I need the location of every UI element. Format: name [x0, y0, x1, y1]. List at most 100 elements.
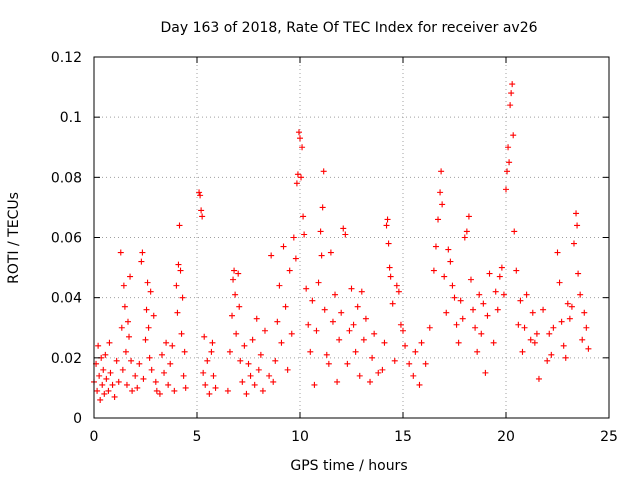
data-point	[383, 222, 390, 229]
data-point	[182, 384, 189, 391]
data-point	[395, 288, 402, 295]
data-point	[472, 324, 479, 331]
data-point	[329, 318, 336, 325]
data-point	[562, 354, 569, 361]
data-point	[451, 294, 458, 301]
data-point	[171, 387, 178, 394]
data-point	[467, 276, 474, 283]
data-point	[102, 351, 109, 358]
data-point	[480, 300, 487, 307]
data-point	[531, 339, 538, 346]
data-point	[255, 366, 262, 373]
data-point	[486, 270, 493, 277]
data-point	[574, 222, 581, 229]
data-point	[142, 336, 149, 343]
data-point	[300, 213, 307, 220]
data-point	[204, 357, 211, 364]
data-point	[386, 264, 393, 271]
data-point	[560, 342, 567, 349]
data-point	[517, 297, 524, 304]
data-point	[387, 273, 394, 280]
data-point	[181, 348, 188, 355]
data-point	[261, 327, 268, 334]
data-point	[498, 264, 505, 271]
data-point	[143, 306, 150, 313]
data-point	[354, 303, 361, 310]
data-point	[490, 339, 497, 346]
y-tick-label: 0	[73, 411, 82, 427]
data-point	[385, 240, 392, 247]
chart-title: Day 163 of 2018, Rate Of TEC Index for r…	[160, 20, 537, 36]
data-point	[180, 372, 187, 379]
x-tick-label: 0	[90, 429, 99, 445]
data-point	[318, 252, 325, 259]
data-point	[94, 387, 101, 394]
data-point	[568, 303, 575, 310]
data-point	[237, 357, 244, 364]
data-point	[115, 378, 122, 385]
data-point	[346, 327, 353, 334]
data-point	[437, 189, 444, 196]
x-tick-label: 10	[291, 429, 309, 445]
data-point	[224, 387, 231, 394]
data-point	[280, 243, 287, 250]
data-point	[519, 348, 526, 355]
data-point	[515, 321, 522, 328]
data-point	[496, 273, 503, 280]
data-point	[132, 372, 139, 379]
data-point	[134, 384, 141, 391]
data-point	[548, 351, 555, 358]
x-tick-label: 5	[193, 429, 202, 445]
data-point	[100, 366, 107, 373]
data-point	[295, 129, 302, 136]
data-point	[282, 303, 289, 310]
data-point	[554, 249, 561, 256]
data-point	[529, 309, 536, 316]
data-point	[241, 342, 248, 349]
data-point	[315, 279, 322, 286]
data-point	[107, 369, 114, 376]
data-point	[247, 372, 254, 379]
data-point	[313, 327, 320, 334]
data-point	[371, 330, 378, 337]
data-point	[509, 81, 516, 88]
data-point	[119, 366, 126, 373]
data-point	[175, 261, 182, 268]
data-point	[113, 357, 120, 364]
data-point	[445, 246, 452, 253]
data-point	[369, 354, 376, 361]
data-points	[91, 81, 592, 403]
data-point	[375, 369, 382, 376]
data-point	[163, 339, 170, 346]
data-point	[379, 366, 386, 373]
data-point	[128, 357, 135, 364]
data-point	[418, 339, 425, 346]
data-point	[106, 339, 113, 346]
data-point	[251, 381, 258, 388]
data-point	[196, 189, 203, 196]
data-point	[145, 324, 152, 331]
x-tick-label: 25	[600, 429, 618, 445]
data-point	[416, 381, 423, 388]
data-point	[400, 327, 406, 334]
data-point	[268, 252, 275, 259]
data-point	[274, 318, 281, 325]
data-point	[253, 315, 260, 322]
data-point	[209, 339, 216, 346]
data-point	[147, 288, 154, 295]
data-point	[410, 372, 417, 379]
data-point	[156, 390, 163, 397]
data-point	[294, 171, 301, 178]
data-point	[150, 312, 157, 319]
data-point	[430, 267, 437, 274]
data-point	[325, 360, 332, 367]
data-point	[176, 222, 183, 229]
data-point	[443, 309, 450, 316]
data-point	[360, 336, 367, 343]
data-point	[564, 300, 571, 307]
data-point	[544, 357, 551, 364]
data-point	[161, 369, 168, 376]
data-point	[259, 387, 266, 394]
data-point	[570, 240, 577, 247]
data-point	[233, 330, 240, 337]
